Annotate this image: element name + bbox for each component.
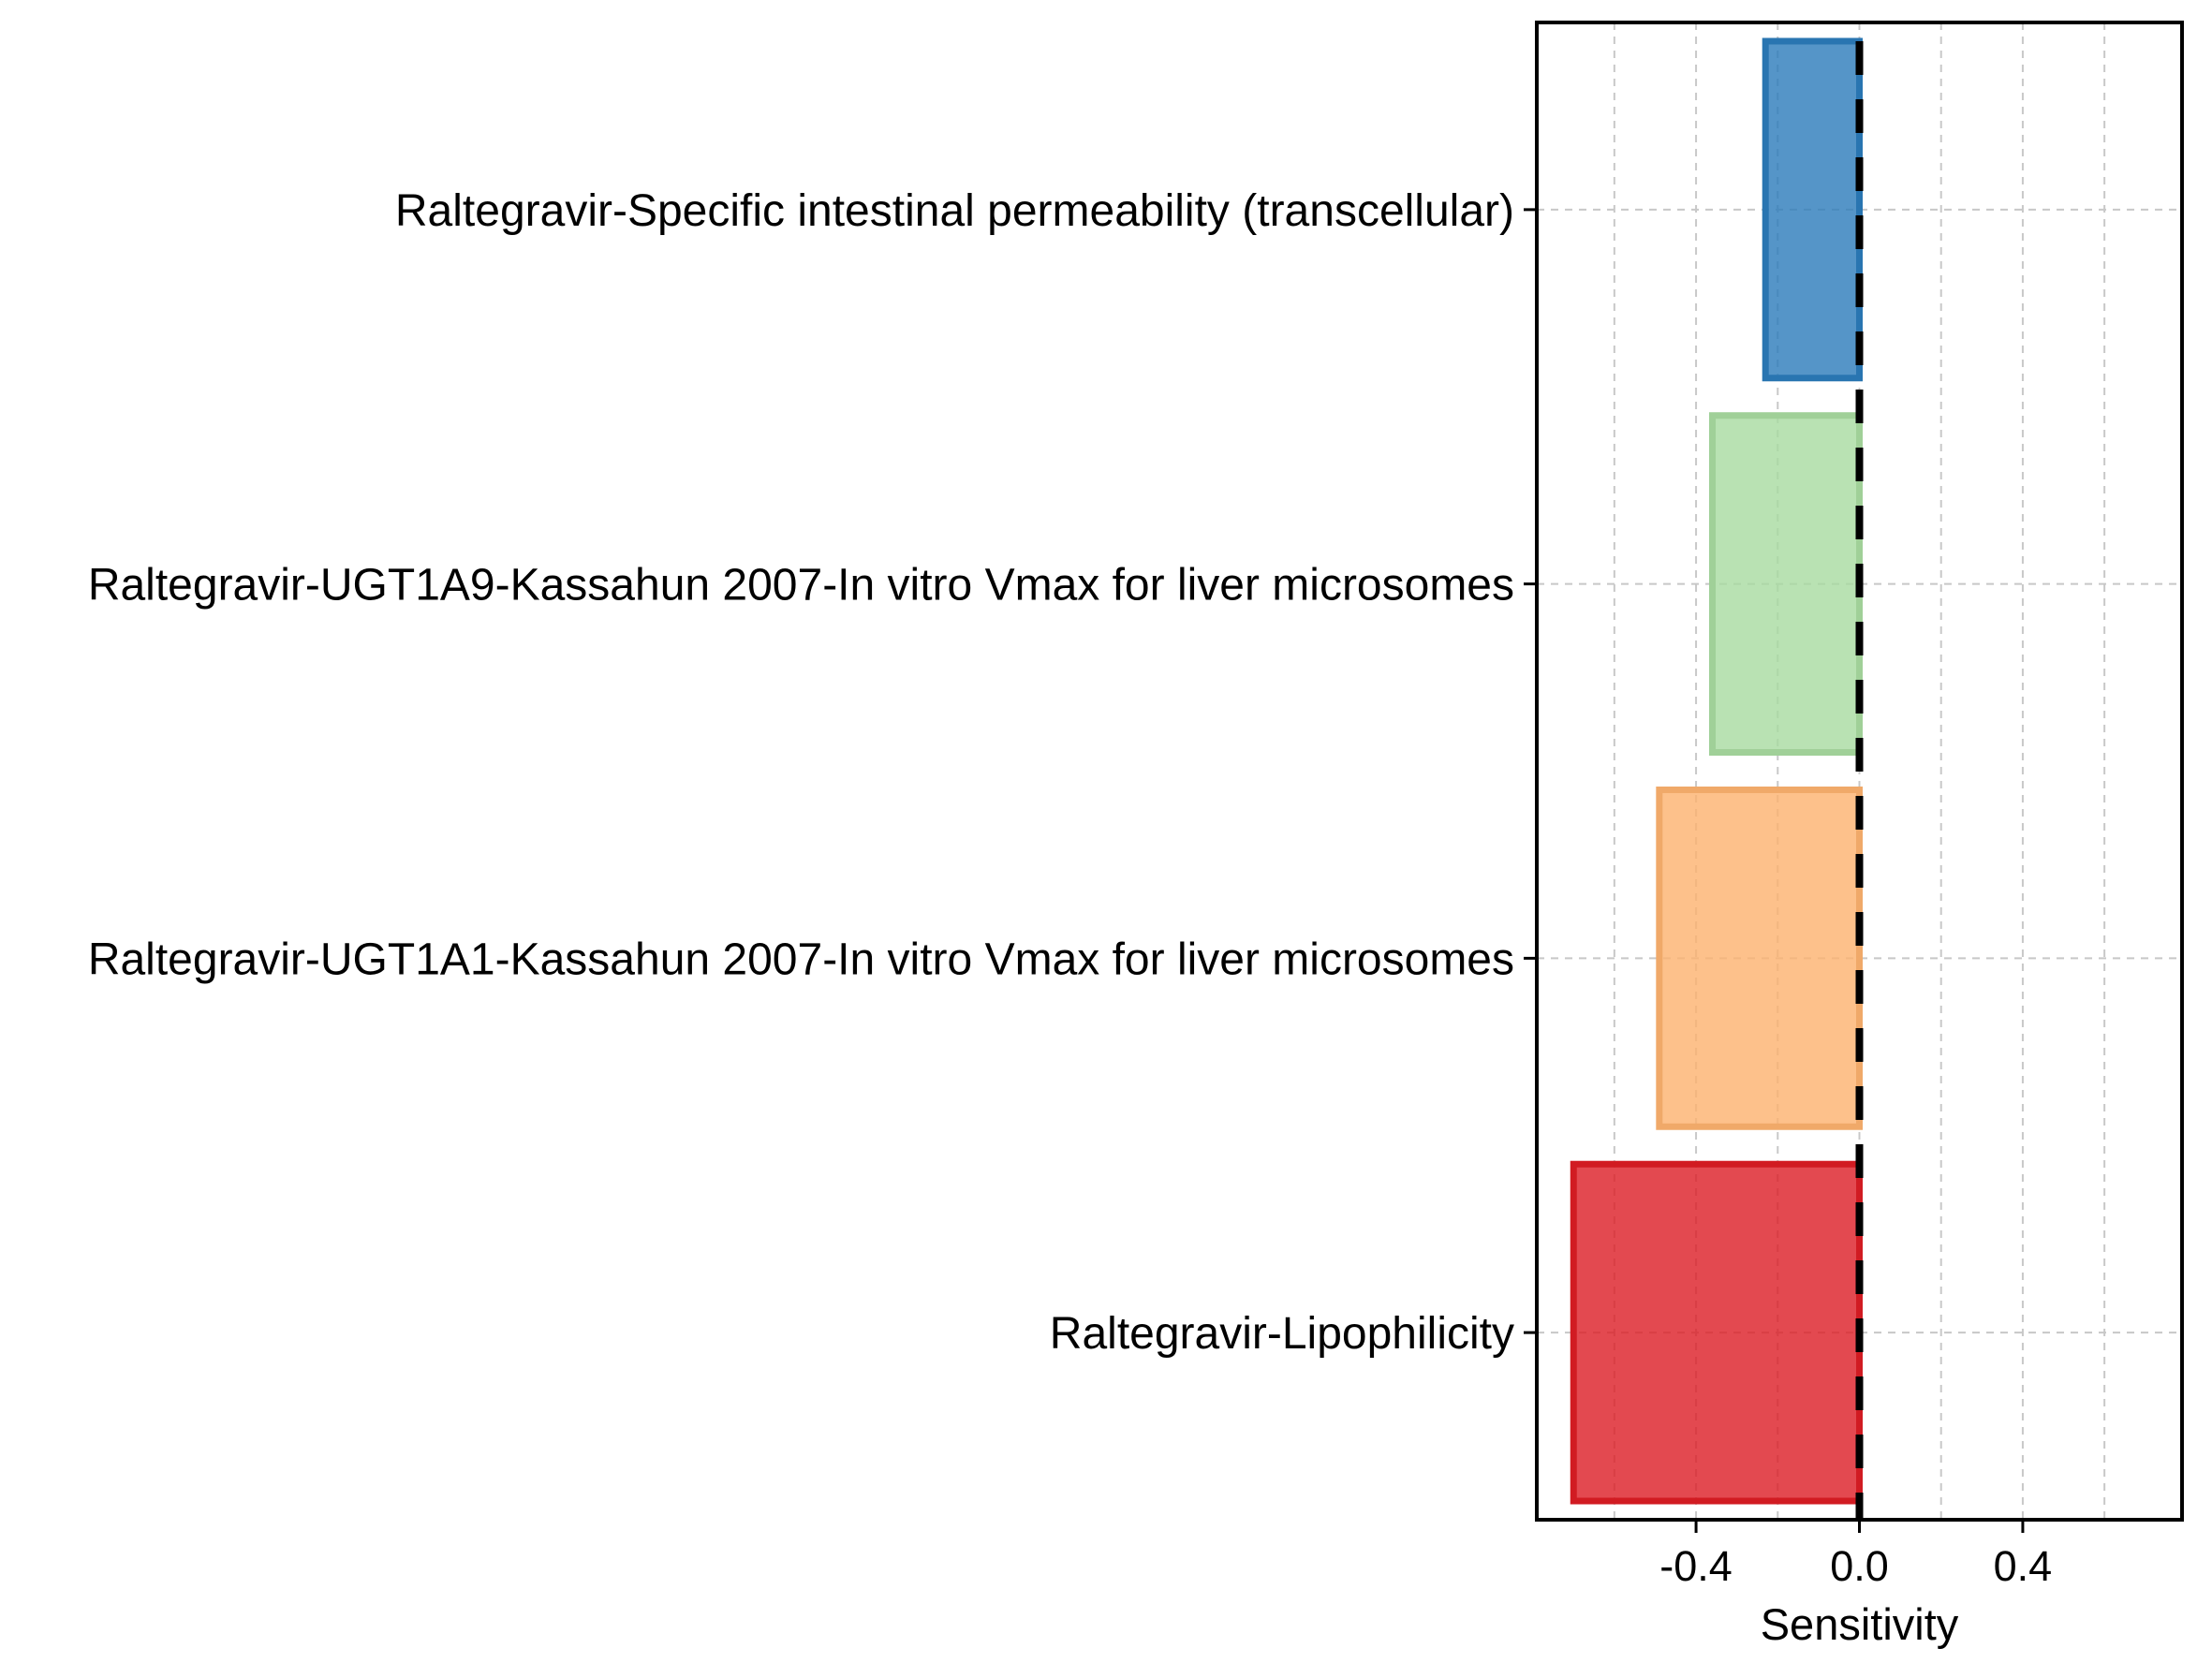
bar-4 bbox=[1570, 1160, 1863, 1505]
category-label-4: Raltegravir-Lipophilicity bbox=[1050, 1309, 1514, 1359]
bar-layer bbox=[1570, 37, 1864, 1505]
x-tick-label-2: 0.0 bbox=[1830, 1542, 1889, 1590]
bar-2 bbox=[1709, 412, 1864, 757]
tick-layer bbox=[1524, 208, 2025, 1533]
bar-1 bbox=[1762, 37, 1863, 382]
label-layer: Raltegravir-Specific intestinal permeabi… bbox=[88, 186, 2052, 1590]
bar-3 bbox=[1656, 786, 1863, 1130]
category-label-1: Raltegravir-Specific intestinal permeabi… bbox=[395, 186, 1514, 236]
category-label-2: Raltegravir-UGT1A9-Kassahun 2007-In vitr… bbox=[88, 561, 1514, 611]
x-tick-label-3: 0.4 bbox=[1994, 1542, 2053, 1590]
x-tick-label-1: -0.4 bbox=[1659, 1542, 1733, 1590]
category-label-3: Raltegravir-UGT1A1-Kassahun 2007-In vitr… bbox=[88, 935, 1514, 984]
x-axis-title: Sensitivity bbox=[1761, 1599, 1959, 1649]
